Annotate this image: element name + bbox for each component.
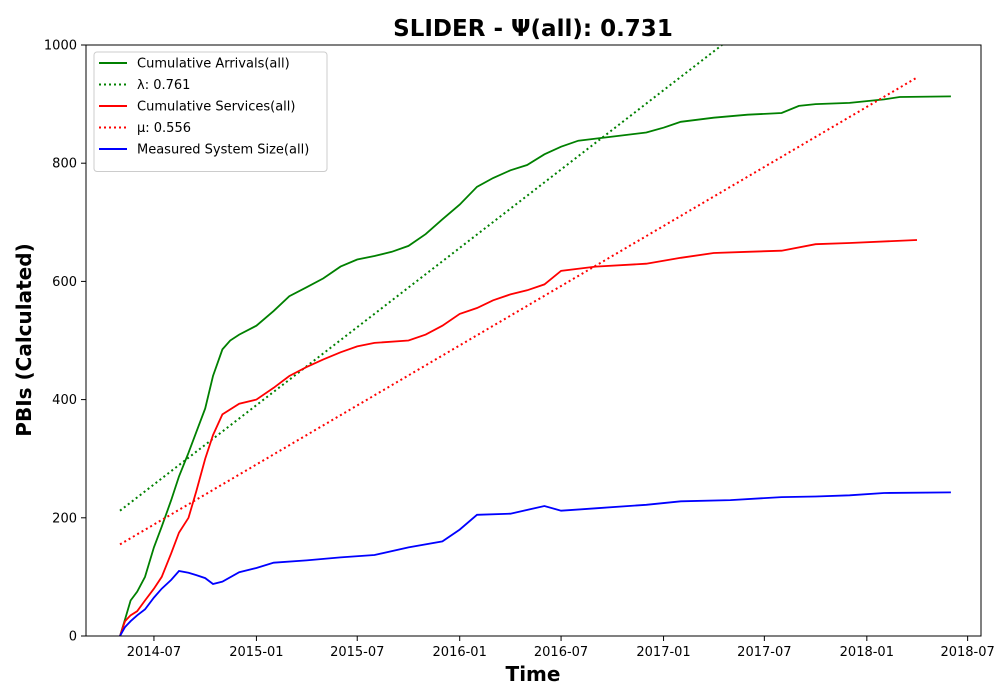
x-tick-label-2: 2015-07 — [330, 645, 384, 660]
y-tick-label-3: 600 — [52, 275, 77, 290]
y-tick-label-4: 800 — [52, 157, 77, 172]
x-axis-title: Time — [506, 662, 561, 686]
y-tick-label-2: 400 — [52, 393, 77, 408]
series-line-3 — [119, 76, 918, 546]
x-tick-label-6: 2017-07 — [737, 645, 791, 660]
x-tick-label-0: 2014-07 — [127, 645, 181, 660]
series-line-1 — [119, 45, 723, 512]
series-line-4 — [119, 491, 951, 636]
x-tick-label-1: 2015-01 — [229, 645, 283, 660]
legend: Cumulative Arrivals(all) λ: 0.761 Cumulati… — [93, 51, 328, 172]
x-tick-label-7: 2018-01 — [840, 645, 894, 660]
x-tick-label-3: 2016-01 — [433, 645, 487, 660]
y-tick-label-1: 200 — [52, 511, 77, 526]
series-line-0 — [119, 95, 951, 636]
legend-label-0: Cumulative Arrivals(all) — [137, 57, 290, 72]
series-line-2 — [119, 239, 918, 636]
x-tick-label-4: 2016-07 — [534, 645, 588, 660]
chart-title: SLIDER - Ψ(all): 0.731 — [393, 16, 673, 42]
legend-label-3: μ: 0.556 — [137, 121, 191, 136]
legend-label-2: Cumulative Services(all) — [137, 100, 295, 115]
y-tick-label-0: 0 — [69, 630, 77, 645]
x-tick-label-8: 2018-07 — [940, 645, 994, 660]
axes: 2014-07 2015-01 2015-07 2016-01 2016-07 2017-… — [44, 39, 995, 661]
legend-label-1: λ: 0.761 — [137, 78, 190, 93]
legend-box — [93, 51, 328, 172]
legend-label-4: Measured System Size(all) — [137, 143, 309, 158]
y-axis-title: PBIs (Calculated) — [12, 243, 36, 436]
plot-area — [119, 45, 951, 636]
series-lines — [119, 45, 951, 636]
plot-frame — [85, 44, 982, 637]
y-tick-label-5: 1000 — [44, 39, 77, 54]
x-tick-label-5: 2017-01 — [636, 645, 690, 660]
